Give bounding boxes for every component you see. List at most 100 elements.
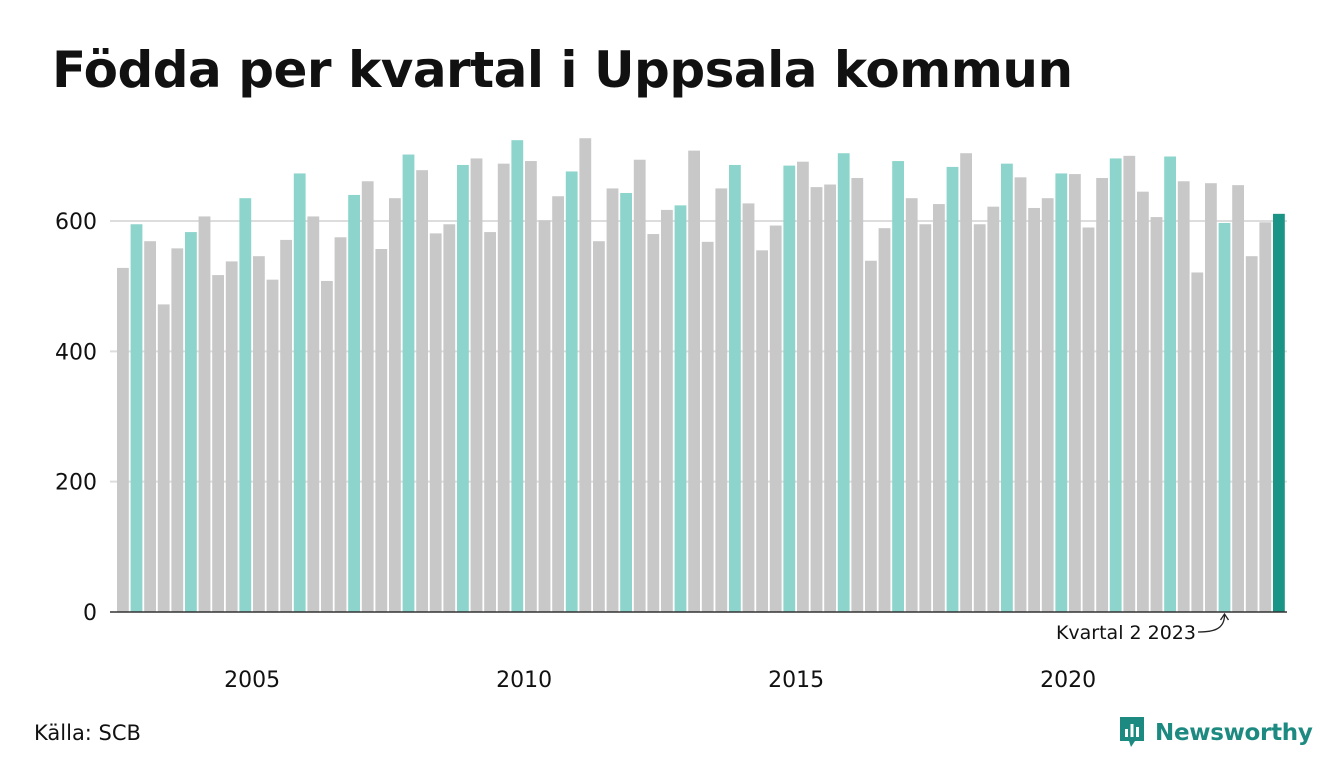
- bar-2020-q4: [1082, 227, 1095, 612]
- bar-2007-q4: [375, 249, 388, 612]
- bar-2015-q2: [783, 165, 796, 613]
- annotation: Kvartal 2 2023: [1056, 612, 1230, 644]
- bar-2010-q3: [525, 161, 537, 613]
- bar-2019-q1: [987, 206, 1000, 612]
- bar-2018-q4: [973, 224, 986, 612]
- bar-2016-q2: [837, 153, 850, 613]
- brand-name: Newsworthy: [1155, 720, 1313, 746]
- bar-2023-q1: [1205, 183, 1217, 612]
- y-tick-label: 600: [55, 210, 97, 235]
- y-tick-label: 400: [55, 340, 97, 365]
- bar-2020-q2: [1055, 173, 1068, 612]
- bar-2003-q3: [144, 241, 156, 612]
- bar-2008-q4: [429, 233, 442, 612]
- bar-chart-speech-bubble-icon: [1120, 717, 1144, 747]
- bar-2020-q3: [1069, 174, 1081, 612]
- source-credit: Källa: SCB: [34, 721, 141, 745]
- bar-2022-q3: [1177, 181, 1190, 612]
- bar-2023-q2: [1218, 222, 1231, 612]
- bar-2024-q2: [1273, 213, 1285, 612]
- bar-2007-q3: [361, 181, 374, 612]
- bar-2013-q1: [661, 209, 673, 613]
- bar-2020-q1: [1041, 198, 1054, 612]
- bar-2012-q4: [647, 234, 660, 612]
- bar-2009-q2: [457, 164, 469, 612]
- bar-2018-q2: [946, 166, 959, 612]
- bar-2021-q1: [1096, 177, 1108, 613]
- bar-2022-q4: [1191, 272, 1204, 612]
- annotation-arrow: [1197, 614, 1226, 633]
- y-axis-tick-labels: 0 200 400 600: [55, 210, 97, 626]
- bar-2011-q3: [579, 138, 592, 613]
- bar-2009-q3: [470, 158, 483, 612]
- bar-2022-q2: [1164, 156, 1176, 613]
- bar-2022-q1: [1150, 217, 1163, 612]
- bar-2018-q3: [960, 153, 972, 613]
- annotation-arrowhead: [1219, 612, 1230, 621]
- bar-2014-q4: [756, 250, 768, 612]
- bar-2003-q1: [117, 267, 129, 612]
- bar-2017-q4: [919, 224, 932, 612]
- bar-2004-q4: [212, 275, 224, 612]
- bar-2011-q2: [565, 171, 578, 612]
- bar-2018-q1: [933, 204, 945, 612]
- bar-2013-q4: [701, 241, 714, 612]
- x-tick-label: 2020: [1040, 668, 1096, 693]
- bar-2021-q4: [1137, 191, 1149, 612]
- bar-2023-q4: [1245, 256, 1258, 612]
- bar-2017-q2: [892, 161, 904, 613]
- x-tick-label: 2005: [224, 668, 280, 693]
- bar-2004-q1: [171, 248, 184, 612]
- x-tick-label: 2010: [496, 668, 552, 693]
- bar-2011-q4: [593, 241, 605, 612]
- bar-2009-q1: [443, 224, 456, 612]
- bar-2003-q2: [130, 224, 143, 612]
- bar-2004-q3: [198, 216, 211, 612]
- annotation-label: Kvartal 2 2023: [1056, 622, 1196, 644]
- bar-2014-q2: [729, 164, 741, 612]
- bar-2012-q3: [633, 159, 646, 613]
- bar-2019-q4: [1028, 207, 1040, 612]
- x-tick-label: 2015: [768, 668, 824, 693]
- bar-2015-q3: [797, 161, 809, 612]
- bar-2008-q2: [402, 154, 415, 612]
- chart-title: Födda per kvartal i Uppsala kommun: [52, 41, 1073, 99]
- bar-2008-q1: [389, 198, 401, 612]
- bar-2006-q1: [280, 239, 292, 612]
- bar-2005-q4: [266, 279, 279, 612]
- x-axis-tick-labels: 2005 2010 2015 2020: [224, 668, 1096, 693]
- bar-2016-q3: [851, 177, 864, 613]
- bar-2013-q2: [674, 205, 687, 613]
- bar-2012-q2: [620, 192, 632, 613]
- bar-2015-q1: [769, 225, 782, 612]
- bar-2006-q3: [307, 216, 320, 612]
- bar-2021-q2: [1109, 158, 1122, 612]
- bar-2010-q4: [538, 220, 551, 612]
- bar-2006-q2: [293, 173, 306, 612]
- bar-2005-q2: [239, 198, 252, 612]
- bar-2023-q3: [1232, 185, 1244, 612]
- bar-2004-q2: [185, 232, 197, 612]
- bar-2016-q4: [865, 260, 877, 612]
- bar-2016-q1: [824, 184, 836, 612]
- bar-2008-q3: [416, 170, 428, 613]
- y-tick-label: 0: [83, 601, 97, 626]
- y-tick-label: 200: [55, 471, 97, 496]
- bar-2010-q1: [497, 163, 510, 612]
- bar-2011-q1: [552, 196, 564, 613]
- bar-2012-q1: [606, 188, 619, 613]
- bar-2021-q3: [1123, 155, 1136, 612]
- bars: [117, 138, 1285, 613]
- bar-2019-q2: [1001, 163, 1013, 612]
- bar-2014-q1: [715, 188, 728, 613]
- bar-2006-q4: [321, 280, 333, 612]
- bar-2014-q3: [742, 203, 755, 612]
- bar-2015-q4: [810, 187, 823, 613]
- bar-2003-q4: [157, 304, 170, 612]
- bar-2013-q3: [688, 150, 700, 612]
- bar-2007-q2: [348, 194, 360, 612]
- bar-2024-q1: [1259, 222, 1272, 613]
- bar-2019-q3: [1014, 177, 1027, 612]
- bar-2007-q1: [334, 237, 347, 613]
